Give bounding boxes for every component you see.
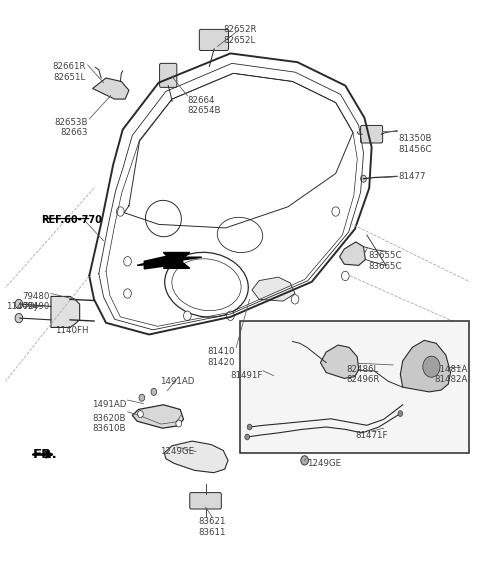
Text: 1140DJ: 1140DJ — [6, 302, 37, 311]
Text: 81491F: 81491F — [230, 371, 263, 380]
FancyBboxPatch shape — [159, 63, 177, 87]
Circle shape — [360, 175, 366, 182]
Polygon shape — [339, 242, 365, 265]
Text: FR.: FR. — [33, 448, 58, 461]
Circle shape — [247, 424, 252, 430]
Circle shape — [138, 411, 144, 417]
Text: 1491AD: 1491AD — [92, 400, 126, 409]
Polygon shape — [144, 254, 202, 269]
Polygon shape — [93, 78, 129, 99]
Polygon shape — [164, 441, 228, 473]
Text: 82664
82654B: 82664 82654B — [187, 96, 221, 115]
Text: 83655C
83665C: 83655C 83665C — [368, 251, 402, 271]
Text: 81350B
81456C: 81350B 81456C — [398, 134, 432, 154]
Circle shape — [139, 394, 145, 402]
Text: 82653B
82663: 82653B 82663 — [55, 118, 88, 137]
Text: 81471F: 81471F — [355, 431, 388, 440]
Text: REF.60-770: REF.60-770 — [41, 215, 102, 225]
Circle shape — [245, 434, 250, 440]
Circle shape — [183, 311, 191, 321]
Text: 1140FH: 1140FH — [55, 326, 88, 335]
Circle shape — [227, 311, 234, 321]
FancyBboxPatch shape — [360, 126, 383, 143]
Text: 81410
81420: 81410 81420 — [208, 348, 235, 367]
Circle shape — [124, 257, 132, 266]
Circle shape — [15, 299, 23, 309]
Text: 83620B
83610B: 83620B 83610B — [93, 414, 126, 433]
FancyBboxPatch shape — [199, 29, 228, 50]
Circle shape — [291, 295, 299, 304]
Circle shape — [176, 420, 181, 427]
Circle shape — [423, 356, 440, 377]
FancyBboxPatch shape — [190, 492, 221, 509]
Circle shape — [398, 411, 403, 417]
Text: 81477: 81477 — [398, 172, 425, 181]
Polygon shape — [132, 405, 183, 428]
Text: 82486L
82496R: 82486L 82496R — [346, 365, 380, 384]
FancyBboxPatch shape — [240, 321, 469, 453]
Circle shape — [301, 456, 309, 465]
Polygon shape — [51, 296, 80, 328]
Text: 1491AD: 1491AD — [160, 377, 194, 386]
Text: 83621
83611: 83621 83611 — [199, 517, 226, 537]
Text: 82661R
82651L: 82661R 82651L — [52, 62, 86, 82]
Circle shape — [124, 289, 132, 298]
Text: 1249GE: 1249GE — [160, 447, 194, 456]
Circle shape — [332, 207, 339, 216]
Circle shape — [117, 207, 124, 216]
Circle shape — [341, 271, 349, 281]
Text: 82652R
82652L: 82652R 82652L — [223, 25, 257, 45]
Polygon shape — [137, 252, 190, 268]
Text: 79480
79490: 79480 79490 — [23, 292, 50, 311]
Text: 81481A
81482A: 81481A 81482A — [434, 365, 468, 384]
Polygon shape — [252, 277, 295, 301]
Polygon shape — [321, 345, 359, 379]
Circle shape — [151, 389, 157, 396]
Circle shape — [15, 313, 23, 323]
Polygon shape — [400, 340, 451, 392]
Text: 1249GE: 1249GE — [307, 458, 341, 468]
